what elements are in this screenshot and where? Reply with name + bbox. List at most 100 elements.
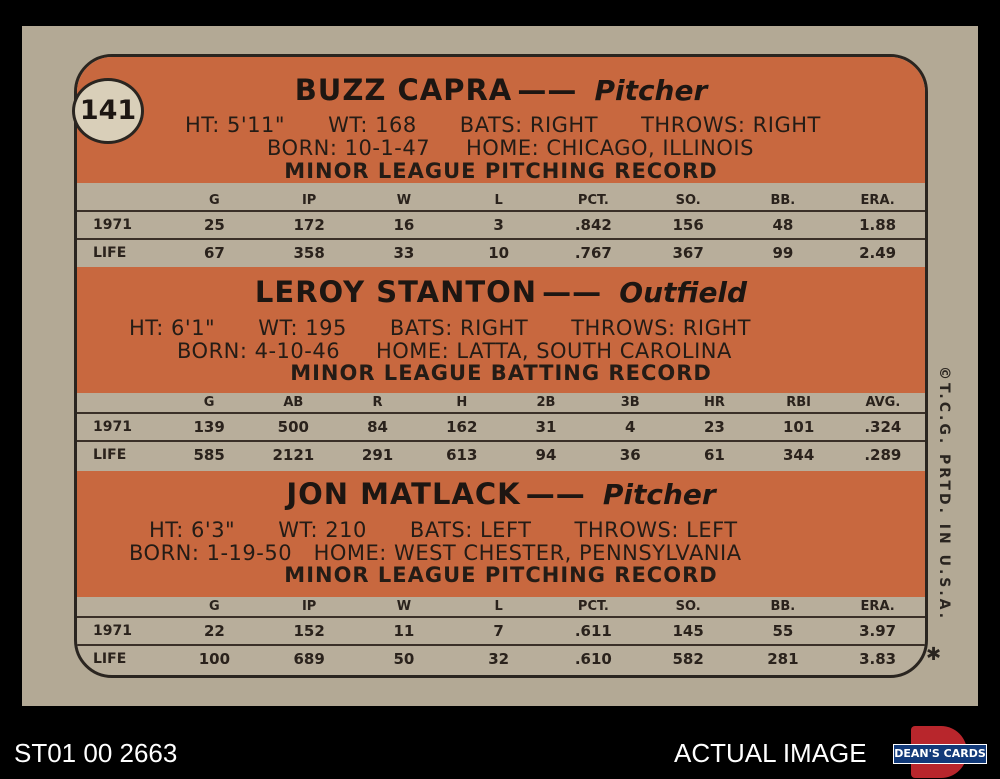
stats-cell: .842 xyxy=(546,210,641,239)
stats-cell: 99 xyxy=(735,238,831,266)
stats-cell: 156 xyxy=(640,210,736,239)
star-icon: ✱ xyxy=(926,644,942,665)
stats-column-header: 2B xyxy=(536,394,556,410)
stats-cell: 145 xyxy=(640,616,736,645)
stats-cell: .610 xyxy=(546,644,641,672)
table-row: 1971 139 500 84 162 31 4 23 101.324 xyxy=(77,412,925,441)
stats-column-header: PCT. xyxy=(577,598,609,614)
player-1-position: Pitcher xyxy=(594,74,708,107)
logo-banner: DEAN'S CARDS xyxy=(893,744,987,764)
stats-row-label: 1971 xyxy=(77,210,167,239)
stats-column-header: 3B xyxy=(620,394,640,410)
stats-column-header: RBI xyxy=(786,394,812,410)
stats-column-header: L xyxy=(494,192,503,208)
stats-cell: 48 xyxy=(735,210,831,239)
player-2-name: LEROY STANTON xyxy=(254,275,538,309)
player-3-band xyxy=(77,471,925,597)
stats-header-blank xyxy=(77,190,167,211)
stats-cell: 344 xyxy=(756,440,841,468)
player-3-header: JON MATLACK —— Pitcher xyxy=(286,477,716,511)
stats-cell: 84 xyxy=(335,412,420,441)
stats-cell: 33 xyxy=(356,238,452,266)
stats-header-blank xyxy=(77,596,167,617)
stats-cell: 582 xyxy=(640,644,736,672)
table-row: LIFE 67 358 33 10.767 367 99 2.49 xyxy=(77,238,925,266)
stats-cell: 162 xyxy=(419,412,504,441)
table-row: 1971 22 152 11 7.611 145 55 3.97 xyxy=(77,616,925,645)
player-2-header: LEROY STANTON —— Outfield xyxy=(254,275,748,309)
player-1-record-title: MINOR LEAGUE PITCHING RECORD xyxy=(284,159,718,183)
stats-cell: 3.83 xyxy=(830,644,925,672)
stats-cell: 2.49 xyxy=(830,238,925,266)
stats-row-label: LIFE xyxy=(77,238,167,266)
inventory-code: ST01 00 2663 xyxy=(14,738,178,768)
table-row: LIFE 100 689 50 32.610 582 281 3.83 xyxy=(77,644,925,672)
stats-column-header: H xyxy=(456,394,468,410)
stats-cell: .767 xyxy=(546,238,641,266)
stats-cell: 613 xyxy=(419,440,504,468)
stats-cell: 67 xyxy=(167,238,262,266)
player-2-line2: BORN: 4-10-46 HOME: LATTA, SOUTH CAROLIN… xyxy=(177,339,732,363)
card-back: BUZZ CAPRA —— Pitcher HT: 5'11" WT: 168 … xyxy=(22,26,978,706)
stats-cell: 10 xyxy=(451,238,546,266)
player-3-name: JON MATLACK xyxy=(286,477,521,511)
card-frame: BUZZ CAPRA —— Pitcher HT: 5'11" WT: 168 … xyxy=(74,54,928,678)
player-1-band xyxy=(77,57,925,183)
player-1-name: BUZZ CAPRA xyxy=(294,73,513,107)
stats-column-header: L xyxy=(494,598,503,614)
stats-column-header: PCT. xyxy=(577,192,609,208)
stats-cell: 50 xyxy=(356,644,452,672)
stats-row-label: LIFE xyxy=(77,440,167,468)
stats-column-header: W xyxy=(396,598,412,614)
stats-column-header: G xyxy=(209,598,220,614)
stats-header-blank xyxy=(77,392,167,413)
stats-column-header: SO. xyxy=(675,598,701,614)
player-3-record-title: MINOR LEAGUE PITCHING RECORD xyxy=(284,563,718,587)
stats-cell: 61 xyxy=(672,440,757,468)
stats-cell: 281 xyxy=(735,644,831,672)
stats-cell: 25 xyxy=(167,210,262,239)
stats-column-header: ERA. xyxy=(860,192,895,208)
player-2-record-title: MINOR LEAGUE BATTING RECORD xyxy=(290,361,712,385)
stats-column-header: G xyxy=(209,192,220,208)
player-1-header: BUZZ CAPRA —— Pitcher xyxy=(294,73,708,107)
table-row: 1971 25 172 16 3.842 156 48 1.88 xyxy=(77,210,925,239)
stats-cell: 11 xyxy=(356,616,452,645)
stats-column-header: ERA. xyxy=(860,598,895,614)
stats-column-header: IP xyxy=(301,192,317,208)
player-2-band xyxy=(77,267,925,393)
stats-column-header: AB xyxy=(283,394,304,410)
stats-row-label: LIFE xyxy=(77,644,167,672)
stats-row-label: 1971 xyxy=(77,412,167,441)
deans-cards-logo: DEAN'S CARDS xyxy=(893,726,987,778)
stats-cell: 7 xyxy=(451,616,546,645)
player-3-line1: HT: 6'3" WT: 210 BATS: LEFT THROWS: LEFT xyxy=(149,518,738,542)
stats-column-header: HR xyxy=(703,394,725,410)
stats-cell: 3.97 xyxy=(830,616,925,645)
stats-cell: 32 xyxy=(451,644,546,672)
stats-column-header: SO. xyxy=(675,192,701,208)
stats-cell: 23 xyxy=(672,412,757,441)
stats-cell: 1.88 xyxy=(830,210,925,239)
copyright-text: ©T.C.G. PRTD. IN U.S.A. xyxy=(936,366,952,622)
card-number-badge: 141 xyxy=(72,78,144,144)
stats-cell: 101 xyxy=(756,412,841,441)
stats-cell: 367 xyxy=(640,238,736,266)
stats-cell: 139 xyxy=(167,412,252,441)
stats-cell: 500 xyxy=(251,412,336,441)
stats-cell: 94 xyxy=(503,440,589,468)
stats-cell: 36 xyxy=(588,440,673,468)
stats-cell: .289 xyxy=(840,440,925,468)
stats-cell: 55 xyxy=(735,616,831,645)
stats-column-header: G xyxy=(203,394,215,410)
stats-column-header: IP xyxy=(301,598,317,614)
player-3-stats-table: G IP W L PCT. SO. BB. ERA. 1971 22 152 11 7.611 145 55… xyxy=(77,596,925,672)
stats-cell: 358 xyxy=(261,238,357,266)
stats-cell: .611 xyxy=(546,616,641,645)
stats-column-header: BB. xyxy=(770,192,796,208)
player-3-position: Pitcher xyxy=(602,478,716,511)
stats-column-header: AVG. xyxy=(865,394,901,410)
player-1-line2: BORN: 10-1-47 HOME: CHICAGO, ILLINOIS xyxy=(267,136,754,160)
stats-row-label: 1971 xyxy=(77,616,167,645)
stats-cell: 3 xyxy=(451,210,546,239)
